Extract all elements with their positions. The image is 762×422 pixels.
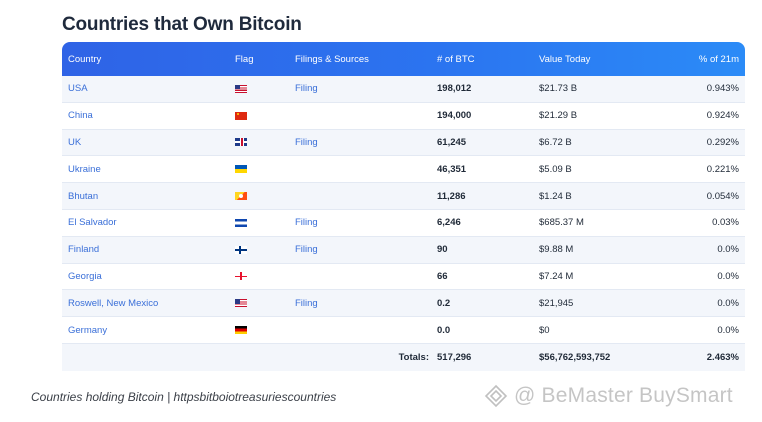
country-link[interactable]: El Salvador <box>68 217 117 229</box>
table-row: Bhutan 11,286 $1.24 B 0.054% <box>62 183 745 210</box>
btc-amount: 198,012 <box>437 83 472 95</box>
country-link[interactable]: USA <box>68 83 88 95</box>
btc-amount: 6,246 <box>437 217 461 229</box>
table-row: Germany 0.0 $0 0.0% <box>62 317 745 344</box>
value-today: $21.29 B <box>539 110 578 122</box>
pct-of-21m: 0.0% <box>717 270 739 282</box>
china-flag-icon <box>235 111 247 120</box>
value-today: $0 <box>539 324 550 336</box>
image-caption: Countries holding Bitcoin | httpsbitboio… <box>31 390 337 404</box>
value-today: $21,945 <box>539 297 574 309</box>
diamond-logo-icon <box>484 384 508 408</box>
totals-value: $56,762,593,752 <box>539 351 611 363</box>
value-today: $9.88 M <box>539 244 574 256</box>
filing-link[interactable]: Filing <box>295 136 318 148</box>
header-flag[interactable]: Flag <box>235 53 254 65</box>
table-row: UK Filing 61,245 $6.72 B 0.292% <box>62 129 745 157</box>
pct-of-21m: 0.054% <box>706 190 739 202</box>
table-row: El Salvador Filing 6,246 $685.37 M 0.03% <box>62 209 745 237</box>
pct-of-21m: 0.03% <box>712 217 739 229</box>
filing-link[interactable]: Filing <box>295 244 318 256</box>
pct-of-21m: 0.0% <box>717 244 739 256</box>
pct-of-21m: 0.0% <box>717 324 739 336</box>
country-link[interactable]: Ukraine <box>68 163 101 175</box>
table-row: Finland Filing 90 $9.88 M 0.0% <box>62 236 745 264</box>
totals-pct: 2.463% <box>706 351 739 363</box>
pct-of-21m: 0.221% <box>706 163 739 175</box>
btc-amount: 90 <box>437 244 448 256</box>
value-today: $6.72 B <box>539 136 572 148</box>
table-header: Country Flag Filings & Sources # of BTC … <box>62 42 745 76</box>
country-link[interactable]: Germany <box>68 324 108 336</box>
header-country[interactable]: Country <box>68 53 102 65</box>
germany-flag-icon <box>235 326 247 335</box>
usa-flag-icon <box>235 299 247 308</box>
el-salvador-flag-icon <box>235 218 247 227</box>
watermark: @ BeMaster BuySmart <box>484 384 733 408</box>
countries-table: Country Flag Filings & Sources # of BTC … <box>62 42 745 371</box>
ukraine-flag-icon <box>235 165 247 174</box>
pct-of-21m: 0.0% <box>717 297 739 309</box>
btc-amount: 66 <box>437 270 448 282</box>
country-link[interactable]: Roswell, New Mexico <box>68 297 159 309</box>
table-row: China 194,000 $21.29 B 0.924% <box>62 102 745 130</box>
bhutan-flag-icon <box>235 192 247 201</box>
finland-flag-icon <box>235 245 247 254</box>
filing-link[interactable]: Filing <box>295 297 318 309</box>
usa-flag-icon <box>235 84 247 93</box>
country-link[interactable]: Bhutan <box>68 190 99 202</box>
table-row: Georgia 66 $7.24 M 0.0% <box>62 263 745 291</box>
totals-label: Totals: <box>398 351 429 363</box>
georgia-flag-icon <box>235 272 247 281</box>
pct-of-21m: 0.943% <box>706 83 739 95</box>
value-today: $1.24 B <box>539 190 572 202</box>
value-today: $21.73 B <box>539 83 578 95</box>
country-link[interactable]: China <box>68 110 93 122</box>
country-link[interactable]: Georgia <box>68 270 102 282</box>
btc-amount: 46,351 <box>437 163 467 175</box>
table-row: Roswell, New Mexico Filing 0.2 $21,945 0… <box>62 290 745 318</box>
header-value[interactable]: Value Today <box>539 53 591 65</box>
filing-link[interactable]: Filing <box>295 217 318 229</box>
value-today: $7.24 M <box>539 270 574 282</box>
pct-of-21m: 0.292% <box>706 136 739 148</box>
country-link[interactable]: Finland <box>68 244 100 256</box>
header-btc[interactable]: # of BTC <box>437 53 475 65</box>
header-filings[interactable]: Filings & Sources <box>295 53 369 65</box>
page-title: Countries that Own Bitcoin <box>62 14 302 35</box>
uk-flag-icon <box>235 138 247 147</box>
value-today: $5.09 B <box>539 163 572 175</box>
value-today: $685.37 M <box>539 217 584 229</box>
btc-amount: 194,000 <box>437 110 472 122</box>
header-pct[interactable]: % of 21m <box>698 53 739 65</box>
country-link[interactable]: UK <box>68 136 82 148</box>
btc-amount: 11,286 <box>437 190 466 202</box>
filing-link[interactable]: Filing <box>295 83 318 95</box>
table-row: USA Filing 198,012 $21.73 B 0.943% <box>62 76 745 103</box>
watermark-text: @ BeMaster BuySmart <box>514 384 733 407</box>
btc-amount: 61,245 <box>437 136 467 148</box>
btc-amount: 0.0 <box>437 324 451 336</box>
totals-btc: 517,296 <box>437 351 472 363</box>
table-row: Ukraine 46,351 $5.09 B 0.221% <box>62 156 745 184</box>
btc-amount: 0.2 <box>437 297 451 309</box>
pct-of-21m: 0.924% <box>706 110 739 122</box>
totals-row: Totals: 517,296 $56,762,593,752 2.463% <box>62 343 745 371</box>
